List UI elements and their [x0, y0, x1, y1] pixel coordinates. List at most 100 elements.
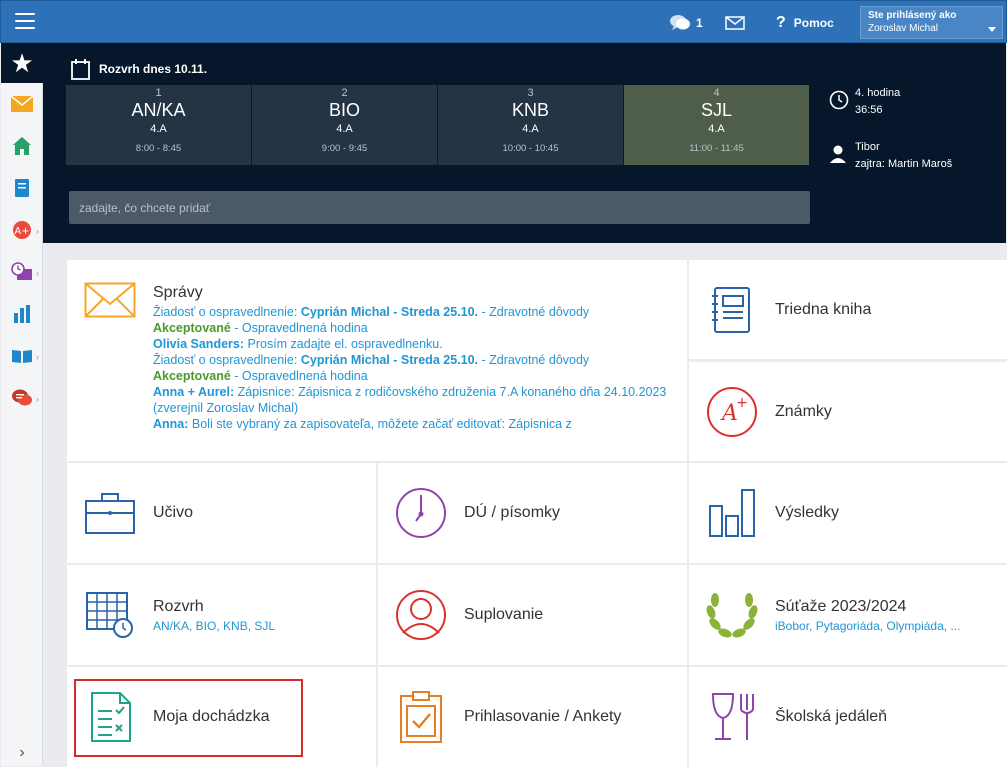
lesson-4-current[interactable]: 4 SJL 4.A 11:00 - 11:45: [624, 85, 809, 165]
chevron-right-icon: ›: [36, 352, 39, 362]
discussion-icon: [12, 389, 32, 406]
sidebar-item-class-book[interactable]: [1, 167, 43, 209]
clock-board-icon: [11, 262, 32, 280]
tile-substitution[interactable]: Suplovanie: [378, 565, 687, 665]
sidebar-item-library[interactable]: ›: [1, 335, 43, 377]
lesson-3[interactable]: 3 KNB 4.A 10:00 - 10:45: [438, 85, 623, 165]
clipboard-check-icon: [400, 691, 442, 743]
person-name: Tibor: [855, 141, 880, 153]
sidebar-item-home[interactable]: [1, 125, 43, 167]
sidebar-item-discussion[interactable]: ›: [1, 377, 43, 419]
lesson-subject: AN/KA: [131, 100, 186, 120]
message-item[interactable]: Anna: Boli ste vybraný za zapisovateľa, …: [153, 417, 572, 431]
lesson-class: 4.A: [708, 123, 725, 135]
tile-competitions-sub: iBobor, Pytagoriáda, Olympiáda, ...: [775, 618, 961, 633]
sidebar-item-messages[interactable]: [1, 83, 43, 125]
grade-icon: A+: [13, 221, 31, 239]
lesson-subject: SJL: [700, 100, 733, 120]
grade-icon: A+: [707, 386, 757, 437]
tile-homework[interactable]: DÚ / písomky: [378, 463, 687, 563]
schedule-title-label: Rozvrh dnes 10.11.: [99, 62, 208, 76]
tile-signup-surveys[interactable]: Prihlasovanie / Ankety: [378, 667, 687, 767]
briefcase-icon: [85, 493, 135, 534]
lesson-subject: BIO: [328, 100, 360, 120]
clock-icon: [829, 90, 849, 110]
tile-class-book-label: Triedna kniha: [775, 300, 872, 318]
help-button[interactable]: ? Pomoc: [776, 1, 834, 44]
user-label: Ste prihlásený ako: [868, 10, 957, 21]
lesson-time: 10:00 - 10:45: [502, 143, 559, 154]
tile-canteen[interactable]: Školská jedáleň: [689, 667, 1007, 767]
message-item[interactable]: Akceptované - Ospravedlnená hodina: [153, 321, 368, 335]
help-label: Pomoc: [793, 15, 834, 30]
schedule-title[interactable]: Rozvrh dnes 10.11.: [71, 58, 207, 80]
message-item[interactable]: Anna + Aurel: Zápisnice: Zápisnica z rod…: [153, 385, 667, 415]
lesson-number: 1: [155, 87, 162, 99]
clock-icon: [396, 488, 446, 538]
person-circle-icon: [396, 590, 446, 640]
mail-button[interactable]: [725, 1, 745, 44]
expand-sidebar-icon[interactable]: ›: [19, 744, 25, 761]
messages-list: Žiadosť o ospravedlnenie: Cyprián Michal…: [153, 304, 673, 432]
chat-count: 1: [696, 15, 703, 30]
bar-chart-icon: [14, 305, 30, 323]
sidebar: ★ A+ › › › › ›: [1, 43, 43, 766]
lesson-time: 11:00 - 11:45: [689, 143, 744, 154]
tile-timetable-sub: AN/KA, BIO, KNB, SJL: [153, 618, 276, 633]
chevron-right-icon: ›: [36, 394, 39, 404]
tile-competitions[interactable]: Súťaže 2023/2024 iBobor, Pytagoriáda, Ol…: [689, 565, 1007, 665]
lesson-class: 4.A: [522, 123, 539, 135]
chevron-down-icon: [988, 27, 996, 32]
message-item[interactable]: Žiadosť o ospravedlnenie: Cyprián Michal…: [153, 305, 590, 319]
lesson-number: 3: [527, 87, 534, 99]
message-item[interactable]: Olivia Sanders: Prosím zadajte el. ospra…: [153, 337, 443, 351]
tomorrow-info: zajtra: Martin Maroš: [855, 158, 953, 170]
tile-timetable[interactable]: Rozvrh AN/KA, BIO, KNB, SJL: [67, 565, 376, 665]
timetable-icon: [86, 592, 133, 638]
current-hour: 4. hodina: [855, 87, 901, 99]
person-icon: [830, 145, 846, 163]
tile-attendance[interactable]: Moja dochádzka: [67, 667, 376, 767]
lesson-1[interactable]: 1 AN/KA 4.A 8:00 - 8:45: [66, 85, 251, 165]
lesson-number: 4: [713, 87, 720, 99]
envelope-icon: [84, 282, 136, 318]
tile-results[interactable]: Výsledky: [689, 463, 1007, 563]
envelope-icon: [11, 96, 33, 112]
tile-grades[interactable]: A + Známky: [689, 362, 1007, 461]
tile-curriculum[interactable]: Učivo: [67, 463, 376, 563]
help-icon: ?: [776, 13, 786, 31]
tile-messages-label: Správy: [153, 284, 203, 301]
notebook-icon: [15, 179, 29, 197]
lesson-time: 9:00 - 9:45: [321, 143, 368, 154]
lesson-number: 2: [341, 87, 348, 99]
tile-results-label: Výsledky: [775, 504, 840, 521]
schedule-panel: Rozvrh dnes 10.11. 1 AN/KA 4.A 8:00 - 8:…: [43, 43, 1006, 243]
chat-icon: [670, 14, 690, 30]
lesson-class: 4.A: [336, 123, 353, 135]
lesson-class: 4.A: [150, 123, 167, 135]
sidebar-item-grades[interactable]: A+ ›: [1, 209, 43, 251]
user-dropdown[interactable]: Ste prihlásený ako Zoroslav Michal: [860, 6, 1003, 39]
calendar-icon: [71, 59, 90, 80]
star-icon[interactable]: ★: [1, 43, 43, 83]
chat-button[interactable]: 1: [669, 1, 703, 44]
glass-fork-icon: [711, 693, 754, 740]
svg-text:+: +: [736, 395, 748, 411]
lesson-2[interactable]: 2 BIO 4.A 9:00 - 9:45: [252, 85, 437, 165]
tile-substitution-label: Suplovanie: [464, 606, 544, 623]
message-item[interactable]: Žiadosť o ospravedlnenie: Cyprián Michal…: [153, 353, 590, 367]
menu-icon[interactable]: [15, 13, 35, 29]
attendance-sheet-icon: [91, 692, 131, 742]
sidebar-item-homework[interactable]: ›: [1, 251, 43, 293]
lesson-time: 8:00 - 8:45: [135, 143, 182, 154]
message-item[interactable]: Akceptované - Ospravedlnená hodina: [153, 369, 368, 383]
chevron-right-icon: ›: [36, 268, 39, 278]
sidebar-item-results[interactable]: [1, 293, 43, 335]
quick-add-input[interactable]: [69, 191, 810, 224]
tile-homework-label: DÚ / písomky: [464, 504, 561, 521]
tile-class-book[interactable]: Triedna kniha: [689, 260, 1007, 359]
bar-chart-icon: [709, 489, 755, 537]
user-name: Zoroslav Michal: [868, 23, 939, 34]
tile-messages[interactable]: Správy Žiadosť o ospravedlnenie: Cyprián…: [67, 260, 687, 461]
lesson-subject: KNB: [511, 100, 549, 120]
